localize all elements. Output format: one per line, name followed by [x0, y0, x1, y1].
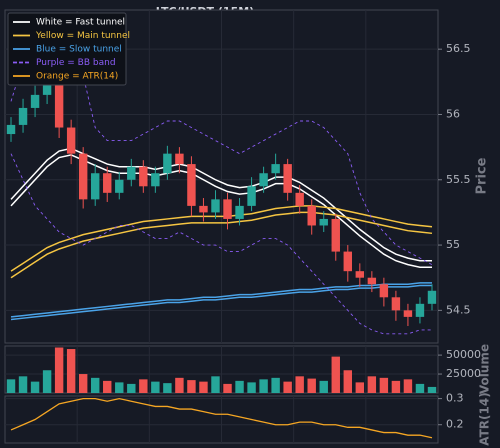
y-axis-label: Price [475, 157, 490, 194]
legend-label: White = Fast tunnel [36, 18, 125, 28]
candle-body [355, 271, 365, 278]
candle-body [247, 186, 256, 206]
candle-body [103, 173, 112, 193]
candle-body [235, 205, 244, 219]
volume-bar [78, 374, 88, 393]
candle-body [415, 303, 425, 317]
candle-body [211, 199, 220, 213]
volume-bar [235, 380, 244, 393]
volume-bar [163, 383, 172, 393]
candle-body [307, 205, 316, 226]
volume-bar [283, 381, 292, 393]
volume-bar [427, 386, 437, 393]
candle-body [127, 166, 136, 180]
y-tick-label: 0.2 [446, 418, 464, 431]
volume-bar [187, 380, 196, 393]
y-tick-label: 55.5 [446, 173, 471, 186]
volume-bar [307, 378, 316, 393]
volume-bar [331, 356, 340, 393]
volume-bar [391, 380, 401, 393]
volume-bar [90, 377, 100, 393]
legend-label: Blue = Slow tunnel [36, 45, 122, 55]
volume-bar [295, 376, 304, 393]
volume-bar [343, 370, 353, 393]
volume-bar [271, 377, 280, 393]
overlay-line [10, 153, 432, 335]
candle-body [343, 251, 353, 272]
candle-body [115, 179, 124, 193]
candle-body [6, 124, 16, 135]
candle-body [391, 297, 401, 311]
candle-body [30, 94, 40, 108]
volume-bar [211, 376, 220, 393]
y-tick-label: 0.3 [446, 392, 464, 405]
volume-bar [259, 379, 268, 393]
candle-body [66, 127, 76, 154]
overlay-line [10, 282, 432, 318]
volume-bar [30, 381, 40, 393]
candle-body [54, 81, 64, 128]
volume-axis-label: Volume [478, 344, 492, 394]
legend-label: Purple = BB band [36, 58, 116, 68]
volume-bar [403, 379, 413, 393]
candle-body [367, 277, 377, 285]
overlay-line [10, 284, 432, 321]
volume-bar [127, 383, 136, 393]
volume-bar [6, 379, 16, 393]
candle-body [331, 218, 340, 252]
volume-bar [18, 376, 28, 393]
volume-bar [103, 380, 112, 393]
volume-bar [151, 381, 160, 393]
volume-bar [319, 380, 328, 393]
candle-body [295, 192, 304, 206]
volume-bar [175, 377, 184, 393]
volume-bar [223, 383, 232, 393]
candle-body [271, 164, 280, 174]
volume-bar [54, 347, 64, 393]
y-tick-label: 25000 [446, 367, 481, 380]
volume-bar [66, 349, 76, 393]
candle-body [139, 166, 148, 187]
y-tick-label: 54.5 [446, 303, 471, 316]
candle-body [187, 164, 196, 206]
overlay-line [10, 211, 433, 279]
atr-line [10, 397, 433, 439]
candle-body [319, 218, 328, 226]
volume-bar [139, 379, 148, 393]
overlay-line [10, 147, 432, 262]
candle-body [199, 205, 208, 213]
legend-label: Orange = ATR(14) [36, 72, 118, 82]
volume-bar [42, 370, 52, 393]
volume-bar [367, 376, 377, 393]
candle-body [259, 173, 268, 187]
candle-body [427, 290, 437, 304]
volume-bar [355, 382, 365, 393]
volume-bar [115, 382, 124, 393]
y-tick-label: 56 [446, 107, 460, 120]
candle-body [90, 173, 100, 200]
volume-bar [199, 381, 208, 393]
volume-bar [247, 382, 256, 393]
y-tick-label: 55 [446, 238, 460, 251]
candle-body [403, 310, 413, 317]
volume-bar [415, 383, 425, 393]
y-tick-label: 50000 [446, 348, 481, 361]
candle-body [18, 107, 28, 125]
candle-body [151, 173, 160, 187]
legend-label: Yellow = Main tunnel [35, 31, 130, 41]
y-tick-label: 56.5 [446, 42, 471, 55]
atr-axis-label: ATR(14) [478, 392, 492, 445]
candle-body [175, 153, 184, 165]
legend-box [7, 12, 127, 86]
candle-body [223, 199, 232, 219]
candle-body [42, 81, 52, 95]
candle-body [78, 153, 88, 200]
candle-body [283, 164, 292, 193]
volume-bar [379, 377, 389, 393]
candle-body [163, 153, 172, 174]
overlay-line [10, 205, 433, 272]
candle-body [379, 284, 389, 298]
